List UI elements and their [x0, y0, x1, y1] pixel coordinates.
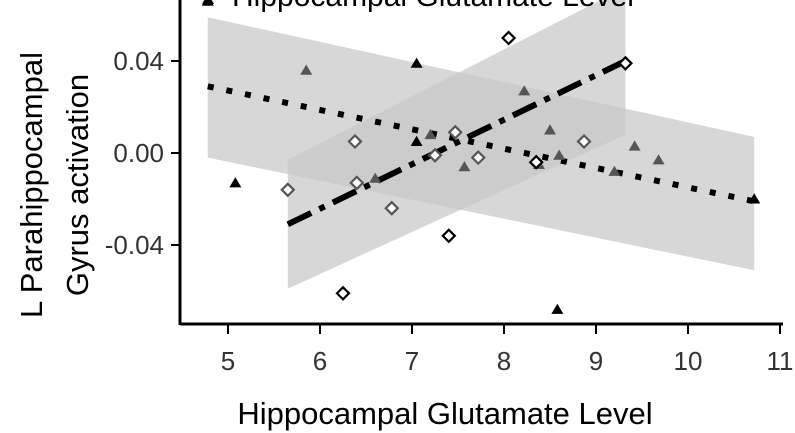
triangle-point: [410, 135, 423, 146]
diamond-point: [576, 133, 592, 150]
legend-fragment: Hippocampal Glutamate Level: [232, 0, 634, 13]
y-tick-label: 0.00: [113, 138, 164, 168]
diamond-point: [349, 175, 365, 191]
triangle-point: [410, 57, 423, 68]
triangle-point: [652, 154, 665, 165]
triangle-point: [300, 64, 313, 75]
triangle-point: [628, 140, 641, 151]
diamond-point: [280, 182, 296, 198]
x-tick-label: 9: [589, 346, 603, 376]
x-tick-label: 8: [497, 346, 511, 376]
confidence-bands: [207, 0, 755, 289]
diamond-point: [470, 150, 486, 166]
x-axis-ticks: 5 6 7 8 9 10 11: [221, 325, 794, 376]
triangle-point: [229, 177, 242, 188]
x-axis-label: Hippocampal Glutamate Level: [237, 396, 652, 431]
triangle-point: [553, 149, 566, 160]
y-axis-label-line2: Gyrus activation: [60, 74, 95, 296]
y-axis-ticks: -0.04 0.00 0.04: [105, 46, 180, 260]
fit-line-dashdot: [286, 58, 627, 228]
x-tick-label: 11: [767, 346, 794, 376]
diamond-point: [501, 30, 517, 46]
diamond-point: [427, 147, 443, 163]
triangle-point: [458, 161, 471, 172]
y-tick-label: -0.04: [105, 230, 164, 260]
triangle-point: [551, 303, 564, 314]
triangle-point: [424, 128, 437, 140]
diamond-point: [441, 228, 457, 244]
diamond-point: [617, 55, 633, 71]
axes: [178, 0, 783, 326]
y-tick-label: 0.04: [113, 46, 164, 76]
triangle-point: [369, 172, 382, 183]
triangle-point: [518, 85, 531, 96]
diamond-point: [447, 124, 463, 140]
x-tick-label: 5: [221, 346, 235, 376]
diamond-point: [335, 285, 351, 301]
triangle-point: [544, 124, 556, 135]
x-tick-label: 6: [313, 346, 327, 376]
x-tick-label: 10: [674, 346, 703, 376]
triangle-point: [748, 193, 761, 204]
x-tick-label: 7: [405, 346, 419, 376]
diamond-point: [347, 133, 363, 150]
triangle-point: [608, 165, 621, 176]
data-points: [201, 0, 761, 314]
y-axis-label-line1: L Parahippocampal: [14, 52, 49, 318]
fit-lines: [207, 58, 755, 228]
diamond-point: [384, 200, 400, 216]
legend-triangle-icon: [202, 0, 214, 4]
diamond-point: [528, 154, 544, 170]
